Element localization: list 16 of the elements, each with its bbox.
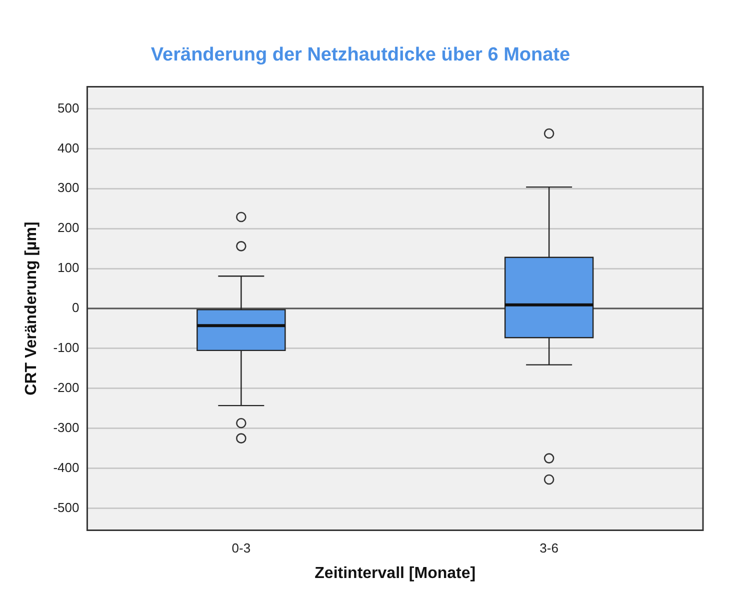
- y-tick-label: -300: [53, 420, 80, 435]
- y-tick-label: 100: [58, 260, 80, 276]
- x-tick-label: 0-3: [232, 540, 251, 556]
- y-tick-label: -500: [53, 500, 80, 515]
- y-tick-label: 300: [58, 180, 80, 196]
- chart-title: Veränderung der Netzhautdicke über 6 Monate: [150, 44, 570, 66]
- y-tick-label: 200: [58, 220, 80, 236]
- y-tick-label: 400: [58, 140, 80, 156]
- y-tick-label: -100: [53, 340, 80, 356]
- x-axis-title: Zeitintervall [Monate]: [314, 564, 476, 582]
- y-tick-label: -400: [53, 460, 80, 475]
- y-tick-label: 0: [72, 300, 80, 316]
- y-axis-title: CRT Veränderung [µm]: [23, 222, 40, 396]
- y-tick-label: -200: [53, 380, 80, 395]
- x-tick-label: 3-6: [540, 540, 558, 556]
- y-tick-label: 500: [58, 100, 80, 116]
